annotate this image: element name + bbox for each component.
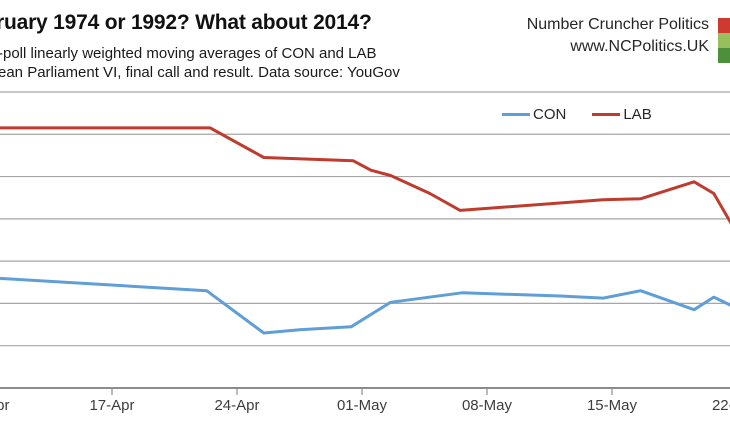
legend-item-con: CON bbox=[502, 106, 566, 123]
brand-url: www.NCPolitics.UK bbox=[570, 37, 709, 55]
legend-label: CON bbox=[533, 105, 567, 123]
brand-block: Number Cruncher Politics www.NCPolitics.… bbox=[527, 14, 709, 57]
logo-lightgreen-block bbox=[718, 33, 730, 48]
lab-line-series bbox=[0, 126, 730, 225]
legend-line-swatch-con bbox=[502, 112, 530, 116]
logo-red-block bbox=[718, 18, 730, 33]
legend-item-lab: LAB bbox=[592, 105, 652, 123]
con-line-series bbox=[0, 276, 730, 335]
chart-legend: CON LAB bbox=[502, 105, 678, 123]
logo-green-block bbox=[718, 48, 730, 63]
brand-logo bbox=[718, 18, 730, 63]
chart-subtitle-line1: -poll linearly weighted moving averages … bbox=[0, 45, 377, 62]
chart-subtitle-line2: ean Parliament VI, final call and result… bbox=[0, 64, 400, 81]
page-title: ruary 1974 or 1992? What about 2014? bbox=[0, 11, 372, 34]
legend-label: LAB bbox=[623, 105, 652, 123]
legend-line-swatch-lab bbox=[592, 112, 621, 116]
brand-name: Number Cruncher Politics bbox=[526, 16, 709, 33]
